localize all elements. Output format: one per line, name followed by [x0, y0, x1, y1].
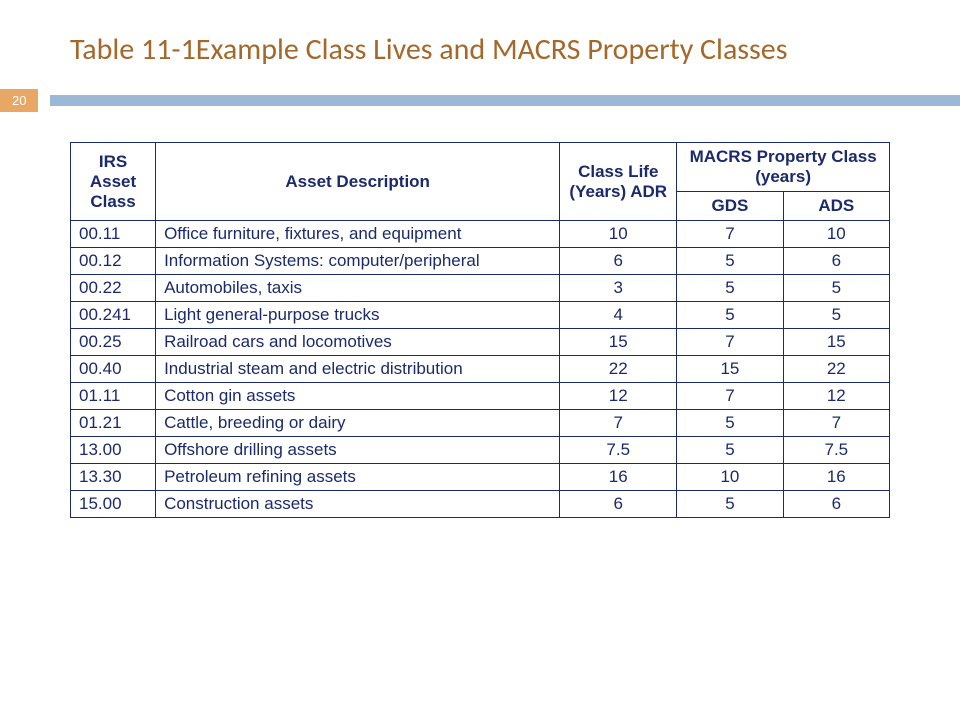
- cell-gds: 5: [677, 248, 783, 275]
- cell-desc: Information Systems: computer/peripheral: [156, 248, 560, 275]
- cell-ads: 7.5: [783, 437, 889, 464]
- table-row: 00.40Industrial steam and electric distr…: [71, 356, 890, 383]
- cell-ads: 16: [783, 464, 889, 491]
- cell-adr: 7: [560, 410, 677, 437]
- cell-gds: 7: [677, 221, 783, 248]
- cell-desc: Railroad cars and locomotives: [156, 329, 560, 356]
- cell-ads: 6: [783, 248, 889, 275]
- col-header-desc: Asset Description: [156, 143, 560, 221]
- cell-gds: 5: [677, 302, 783, 329]
- cell-adr: 4: [560, 302, 677, 329]
- table-row: 13.00Offshore drilling assets7.557.5: [71, 437, 890, 464]
- cell-desc: Office furniture, fixtures, and equipmen…: [156, 221, 560, 248]
- cell-irs: 01.21: [71, 410, 156, 437]
- col-header-gds: GDS: [677, 192, 783, 221]
- cell-desc: Automobiles, taxis: [156, 275, 560, 302]
- cell-desc: Cattle, breeding or dairy: [156, 410, 560, 437]
- col-header-ads: ADS: [783, 192, 889, 221]
- cell-ads: 15: [783, 329, 889, 356]
- col-header-irs: IRS Asset Class: [71, 143, 156, 221]
- cell-irs: 00.11: [71, 221, 156, 248]
- col-header-macrs: MACRS Property Class (years): [677, 143, 890, 192]
- table-row: 00.12Information Systems: computer/perip…: [71, 248, 890, 275]
- cell-gds: 10: [677, 464, 783, 491]
- table-row: 01.11Cotton gin assets12712: [71, 383, 890, 410]
- cell-desc: Construction assets: [156, 491, 560, 518]
- cell-adr: 12: [560, 383, 677, 410]
- cell-gds: 5: [677, 410, 783, 437]
- cell-adr: 16: [560, 464, 677, 491]
- cell-ads: 7: [783, 410, 889, 437]
- cell-irs: 15.00: [71, 491, 156, 518]
- table-row: 13.30Petroleum refining assets161016: [71, 464, 890, 491]
- cell-adr: 3: [560, 275, 677, 302]
- table-row: 00.22Automobiles, taxis355: [71, 275, 890, 302]
- cell-desc: Petroleum refining assets: [156, 464, 560, 491]
- cell-adr: 6: [560, 491, 677, 518]
- cell-adr: 10: [560, 221, 677, 248]
- cell-ads: 12: [783, 383, 889, 410]
- cell-desc: Industrial steam and electric distributi…: [156, 356, 560, 383]
- cell-irs: 00.22: [71, 275, 156, 302]
- cell-irs: 13.00: [71, 437, 156, 464]
- table-row: 00.241Light general-purpose trucks455: [71, 302, 890, 329]
- table-row: 00.25Railroad cars and locomotives15715: [71, 329, 890, 356]
- page-title: Table 11-1Example Class Lives and MACRS …: [0, 0, 960, 89]
- accent-line: [50, 95, 960, 106]
- cell-irs: 13.30: [71, 464, 156, 491]
- cell-adr: 15: [560, 329, 677, 356]
- cell-irs: 00.25: [71, 329, 156, 356]
- cell-ads: 6: [783, 491, 889, 518]
- table-row: 00.11Office furniture, fixtures, and equ…: [71, 221, 890, 248]
- table-body: 00.11Office furniture, fixtures, and equ…: [71, 221, 890, 518]
- accent-bar: 20: [0, 89, 960, 112]
- col-header-adr: Class Life (Years) ADR: [560, 143, 677, 221]
- cell-ads: 22: [783, 356, 889, 383]
- cell-gds: 7: [677, 383, 783, 410]
- macrs-table: IRS Asset Class Asset Description Class …: [70, 142, 890, 518]
- page-number-badge: 20: [0, 89, 38, 112]
- cell-irs: 01.11: [71, 383, 156, 410]
- cell-gds: 7: [677, 329, 783, 356]
- cell-gds: 5: [677, 491, 783, 518]
- cell-desc: Offshore drilling assets: [156, 437, 560, 464]
- table-row: 01.21Cattle, breeding or dairy757: [71, 410, 890, 437]
- cell-ads: 10: [783, 221, 889, 248]
- cell-adr: 6: [560, 248, 677, 275]
- cell-desc: Cotton gin assets: [156, 383, 560, 410]
- cell-gds: 5: [677, 275, 783, 302]
- cell-adr: 7.5: [560, 437, 677, 464]
- cell-ads: 5: [783, 302, 889, 329]
- cell-adr: 22: [560, 356, 677, 383]
- cell-gds: 15: [677, 356, 783, 383]
- table-row: 15.00Construction assets656: [71, 491, 890, 518]
- cell-gds: 5: [677, 437, 783, 464]
- cell-irs: 00.12: [71, 248, 156, 275]
- cell-ads: 5: [783, 275, 889, 302]
- cell-irs: 00.241: [71, 302, 156, 329]
- cell-irs: 00.40: [71, 356, 156, 383]
- cell-desc: Light general-purpose trucks: [156, 302, 560, 329]
